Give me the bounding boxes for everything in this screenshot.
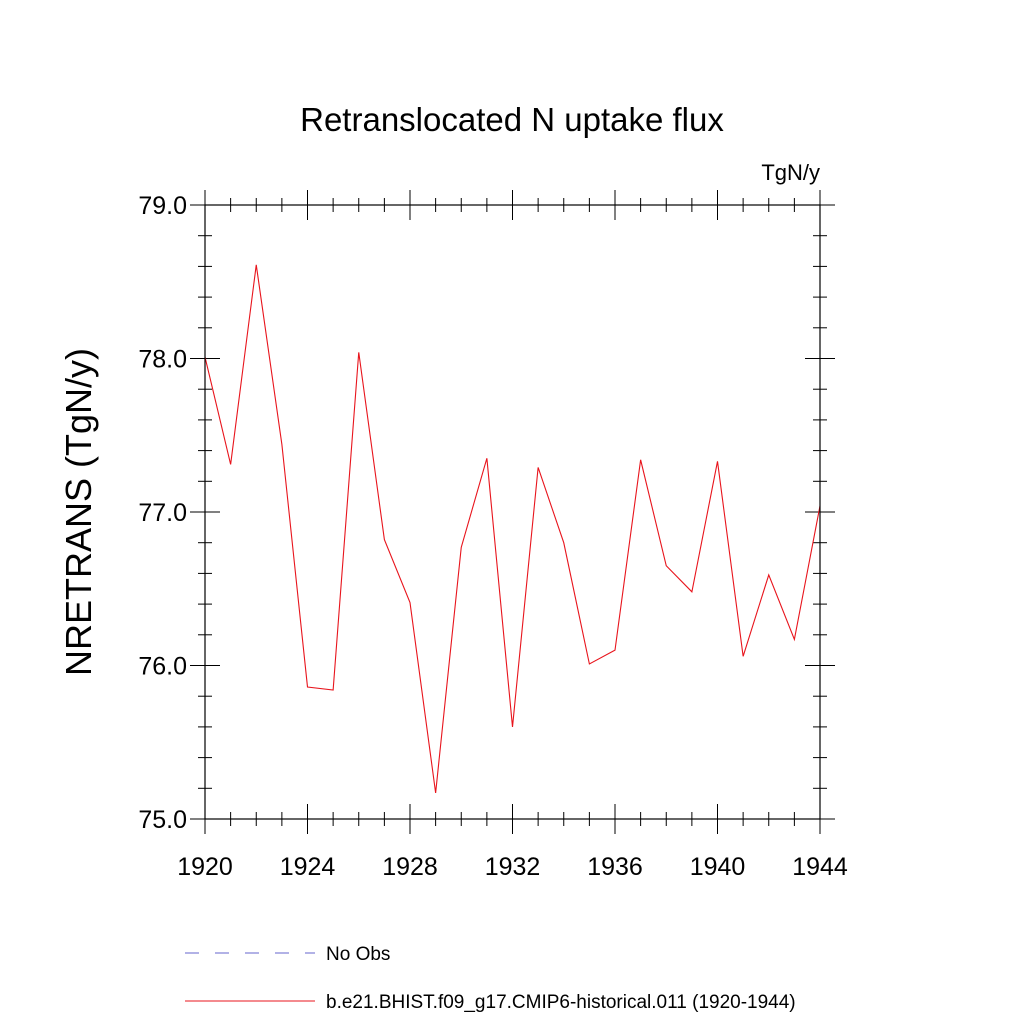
plot-frame [204, 204, 821, 820]
legend: No Obs b.e21.BHIST.f09_g17.CMIP6-histori… [185, 944, 796, 1013]
x-tick-label: 1920 [177, 853, 233, 881]
y-tick-label: 79.0 [138, 192, 187, 220]
y-tick-label: 78.0 [138, 346, 187, 374]
units-label: TgN/y [761, 160, 820, 185]
x-tick-label: 1928 [382, 853, 438, 881]
series-line [204, 264, 821, 793]
chart-title: Retranslocated N uptake flux [300, 101, 724, 138]
x-tick-label: 1936 [587, 853, 643, 881]
y-tick-label: 76.0 [138, 653, 187, 681]
y-tick-label: 75.0 [138, 806, 187, 834]
legend-label-series: b.e21.BHIST.f09_g17.CMIP6-historical.011… [326, 992, 796, 1013]
x-tick-label: 1932 [485, 853, 541, 881]
legend-label-no-obs: No Obs [326, 944, 390, 965]
plot-area [204, 264, 821, 793]
x-tick-label: 1924 [280, 853, 336, 881]
axis-ticks: 1920 1924 1928 1932 1936 1940 1944 75.0 76.0 77.0… [138, 190, 848, 881]
x-tick-label: 1940 [690, 853, 746, 881]
y-tick-label: 77.0 [138, 499, 187, 527]
y-axis-label: NRETRANS (TgN/y) [58, 348, 99, 676]
x-tick-label: 1944 [792, 853, 848, 881]
